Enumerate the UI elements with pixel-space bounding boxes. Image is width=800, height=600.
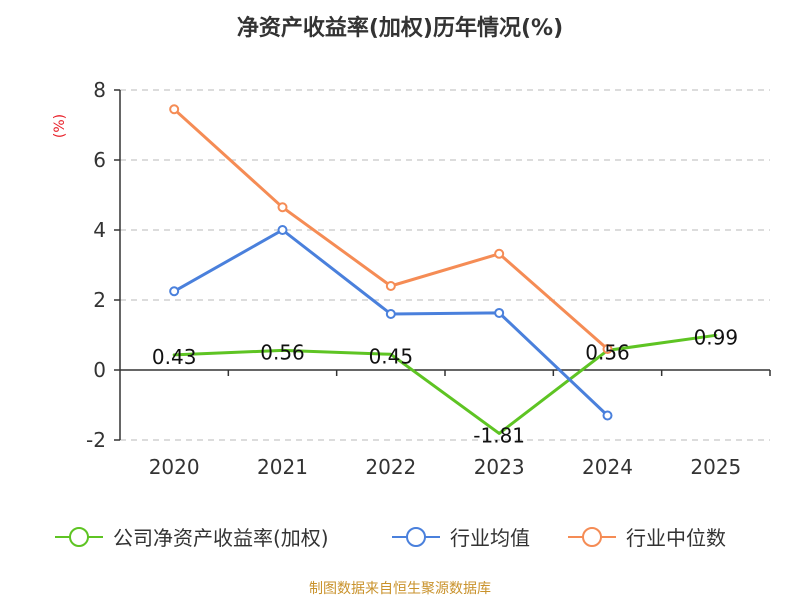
data-point xyxy=(494,307,505,318)
y-axis-unit-label: (%) xyxy=(52,114,68,138)
x-tick-label: 2022 xyxy=(365,455,416,479)
axes: -2 0 2 4 6 8 2020 2021 2022 2023 2024 2025 xyxy=(86,78,771,479)
x-tick-label: 2020 xyxy=(149,455,200,479)
data-point xyxy=(385,309,396,319)
x-tick-label: 2023 xyxy=(474,455,525,479)
legend-marker-circle xyxy=(406,527,426,547)
series-lines xyxy=(169,104,718,435)
y-tick-label: 0 xyxy=(93,358,106,382)
y-tick-label: 6 xyxy=(93,148,106,172)
data-point xyxy=(169,104,180,115)
grid-lines xyxy=(120,89,770,441)
series-line-2 xyxy=(172,228,609,417)
legend: 公司净资产收益率(加权) 行业均值 行业中位数 xyxy=(55,526,726,550)
chart-title: 净资产收益率(加权)历年情况(%) xyxy=(236,16,564,41)
data-point xyxy=(385,281,396,291)
y-tick-label: 4 xyxy=(93,218,106,242)
legend-label: 行业均值 xyxy=(450,526,530,550)
legend-marker-circle xyxy=(582,527,602,547)
data-label: 0.99 xyxy=(694,325,739,349)
legend-label: 公司净资产收益率(加权) xyxy=(113,526,329,550)
y-tick-label: -2 xyxy=(86,428,106,452)
data-label: -1.81 xyxy=(473,423,525,447)
data-point xyxy=(602,410,613,421)
data-label: 0.45 xyxy=(369,344,414,368)
data-label: 0.43 xyxy=(152,345,197,369)
data-source-note: 制图数据来自恒生聚源数据库 xyxy=(309,581,491,597)
data-labels: 0.43 0.56 0.45 -1.81 0.56 0.99 xyxy=(152,325,738,447)
y-tick-label: 2 xyxy=(93,288,106,312)
series-line-1 xyxy=(172,333,718,435)
data-point xyxy=(277,202,288,213)
data-label: 0.56 xyxy=(585,340,630,364)
x-tick-label: 2024 xyxy=(582,455,633,479)
data-point xyxy=(494,248,505,259)
data-point xyxy=(169,286,180,297)
data-point xyxy=(277,225,288,235)
x-tick-label: 2025 xyxy=(690,455,741,479)
y-tick-label: 8 xyxy=(93,78,106,102)
legend-marker-circle xyxy=(69,527,89,547)
data-label: 0.56 xyxy=(260,340,305,364)
x-tick-label: 2021 xyxy=(257,455,308,479)
data-point xyxy=(602,344,613,354)
legend-label: 行业中位数 xyxy=(626,526,726,550)
